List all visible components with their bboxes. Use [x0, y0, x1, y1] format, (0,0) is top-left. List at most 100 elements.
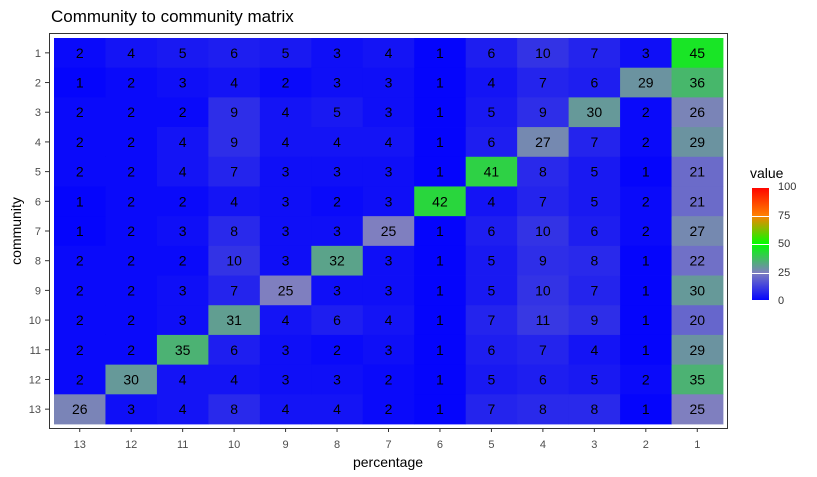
heatmap-cell: [362, 67, 415, 98]
heatmap-cell: [517, 245, 570, 276]
cell-value-label: 2: [642, 223, 650, 239]
cell-value-label: 7: [539, 193, 547, 209]
y-tick-label: 11: [30, 345, 41, 357]
cell-value-label: 3: [333, 75, 341, 91]
cell-value-label: 2: [642, 193, 650, 209]
cell-value-label: 25: [689, 401, 705, 417]
heatmap-cell: [465, 334, 518, 366]
cell-value-label: 3: [385, 253, 393, 269]
cell-value-label: 2: [179, 253, 187, 269]
chart-title: Community to community matrix: [51, 7, 294, 26]
cell-value-label: 42: [432, 193, 448, 209]
cell-value-label: 5: [179, 45, 187, 61]
cell-value-label: 9: [539, 104, 547, 120]
heatmap-cell: [259, 334, 312, 366]
cell-value-label: 9: [590, 312, 598, 328]
heatmap-cell: [568, 305, 621, 336]
heatmap-cell: [54, 216, 106, 247]
cell-value-label: 1: [436, 312, 444, 328]
heatmap-cell: [156, 38, 209, 69]
heatmap-cell: [517, 38, 570, 69]
cell-value-label: 6: [230, 342, 238, 358]
cell-value-label: 2: [385, 401, 393, 417]
cell-value-label: 1: [76, 193, 84, 209]
heatmap-cell: [414, 394, 467, 425]
heatmap-cell: [414, 186, 467, 217]
heatmap-cell: [465, 127, 518, 158]
heatmap-cell: [671, 97, 724, 128]
x-tick-label: 4: [540, 439, 546, 451]
heatmap-cell: [259, 275, 312, 306]
heatmap-cell: [671, 394, 724, 425]
x-tick-label: 13: [74, 439, 86, 451]
cell-value-label: 6: [488, 223, 496, 239]
cell-value-label: 30: [123, 371, 139, 387]
cell-value-label: 3: [333, 282, 341, 298]
heatmap-cell: [311, 67, 364, 98]
heatmap-cell: [671, 245, 724, 276]
cell-value-label: 7: [590, 45, 598, 61]
cell-value-label: 29: [638, 75, 654, 91]
heatmap-cell: [568, 364, 621, 395]
cell-value-label: 2: [76, 282, 84, 298]
heatmap-cell: [362, 186, 415, 217]
heatmap-cell: [311, 97, 364, 128]
cell-value-label: 2: [127, 164, 135, 180]
cell-value-label: 29: [689, 134, 705, 150]
heatmap-cell: [620, 305, 672, 336]
heatmap-cell: [54, 394, 106, 425]
cell-value-label: 3: [385, 75, 393, 91]
cell-value-label: 2: [127, 75, 135, 91]
heatmap-cell: [105, 275, 158, 306]
heatmap-cell: [208, 364, 261, 395]
cell-value-label: 6: [333, 312, 341, 328]
heatmap-cell: [105, 38, 158, 69]
cell-value-label: 2: [127, 134, 135, 150]
cell-value-label: 21: [689, 164, 705, 180]
y-tick-label: 10: [29, 315, 41, 327]
heatmap-cell: [414, 67, 467, 98]
heatmap-cell: [156, 364, 209, 395]
cell-value-label: 2: [76, 342, 84, 358]
cell-value-label: 3: [333, 371, 341, 387]
cell-value-label: 8: [230, 401, 238, 417]
heatmap-cell: [105, 67, 158, 98]
cell-value-label: 4: [385, 45, 393, 61]
cell-value-label: 9: [230, 104, 238, 120]
heatmap-cell: [259, 186, 312, 217]
heatmap-cell: [311, 216, 364, 247]
cell-value-label: 4: [179, 371, 187, 387]
heatmap-cell: [208, 216, 261, 247]
cell-value-label: 2: [76, 371, 84, 387]
cell-value-label: 1: [642, 282, 650, 298]
cell-value-label: 3: [385, 282, 393, 298]
heatmap-cell: [156, 97, 209, 128]
heatmap-cell: [568, 97, 621, 128]
cell-value-label: 10: [226, 253, 242, 269]
heatmap-cell: [465, 38, 518, 69]
cell-value-label: 10: [535, 282, 551, 298]
cell-value-label: 3: [385, 164, 393, 180]
legend-break-label: 75: [778, 209, 791, 222]
x-axis: 13 12 11 10 9 8 7 6 5 4 3 2 1: [74, 428, 700, 451]
heatmap-cell: [517, 186, 570, 217]
heatmap-cell: [465, 305, 518, 336]
cell-value-label: 25: [381, 223, 397, 239]
heatmap-cell: [671, 186, 724, 217]
cell-value-label: 2: [127, 282, 135, 298]
cell-value-label: 27: [689, 223, 705, 239]
heatmap-cell: [414, 216, 467, 247]
y-tick-label: 3: [35, 107, 41, 119]
heatmap-cell: [156, 156, 209, 187]
cell-value-label: 7: [488, 312, 496, 328]
heatmap-cell: [362, 394, 415, 425]
x-tick-label: 6: [437, 439, 443, 451]
heatmap-cell: [414, 334, 467, 366]
heatmap-cell: [568, 38, 621, 69]
heatmap-cell: [54, 38, 106, 69]
cell-value-label: 26: [72, 401, 88, 417]
y-tick-label: 9: [35, 285, 41, 297]
cell-value-label: 1: [436, 104, 444, 120]
heatmap-cell: [620, 127, 672, 158]
